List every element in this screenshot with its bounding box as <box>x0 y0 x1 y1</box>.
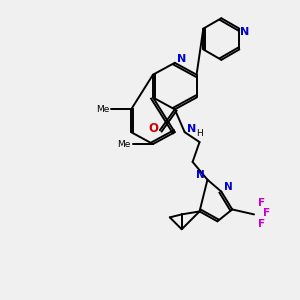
Text: O: O <box>148 122 158 135</box>
Text: Me: Me <box>96 105 109 114</box>
Text: N: N <box>240 27 249 37</box>
Text: F: F <box>258 219 266 229</box>
Text: N: N <box>196 170 205 180</box>
Text: H: H <box>196 129 203 138</box>
Text: N: N <box>177 54 186 64</box>
Text: Me: Me <box>118 140 131 148</box>
Text: N: N <box>187 124 196 134</box>
Text: F: F <box>258 197 266 208</box>
Text: F: F <box>263 208 271 218</box>
Text: N: N <box>224 182 233 192</box>
